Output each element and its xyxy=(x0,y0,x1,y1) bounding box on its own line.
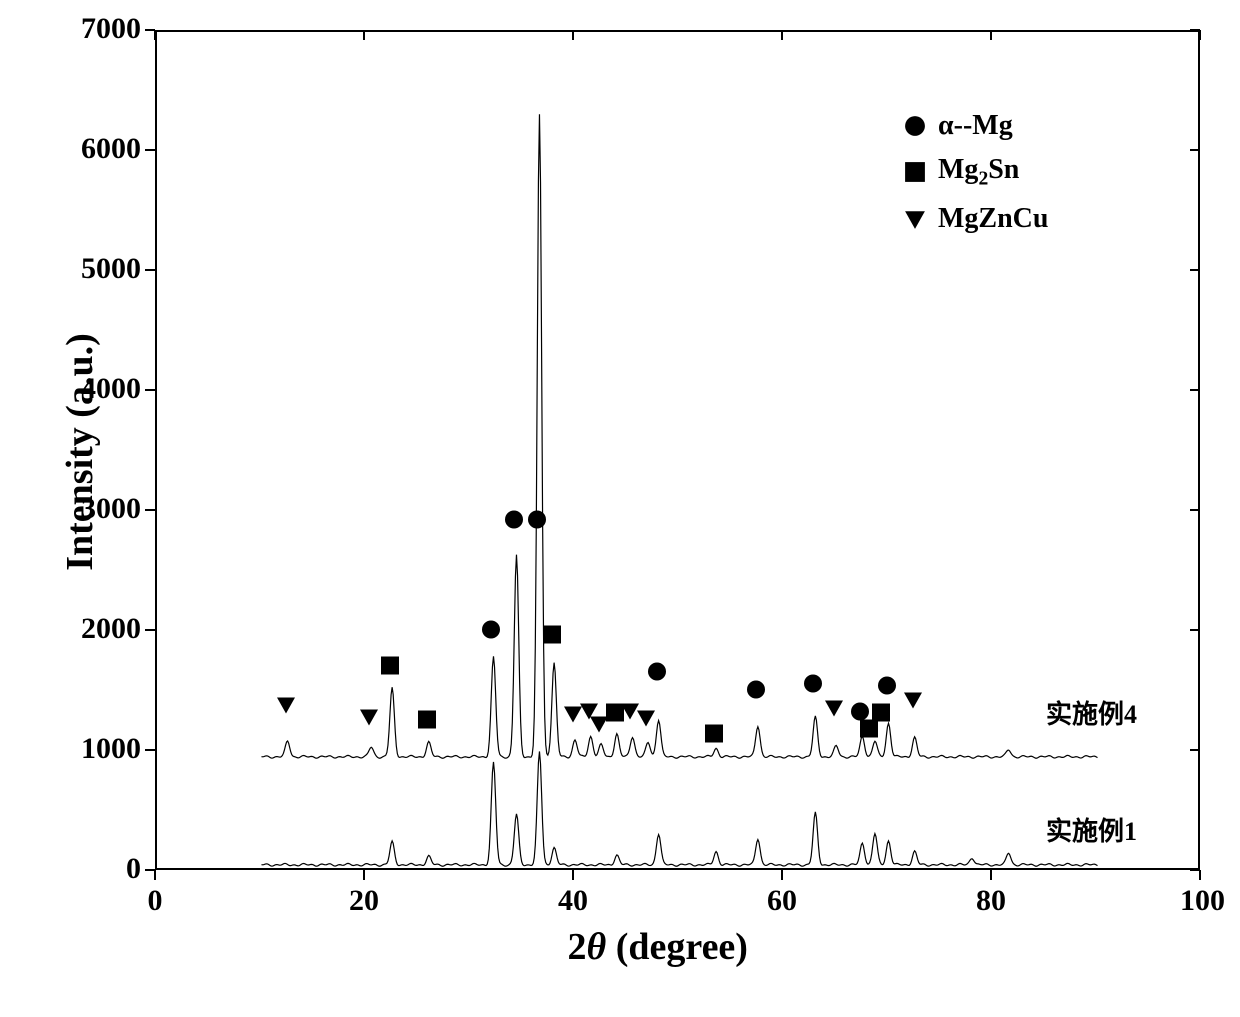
x-tick xyxy=(781,870,783,880)
triangle-icon xyxy=(900,208,930,230)
y-tick xyxy=(145,749,155,751)
y-tick-label: 7000 xyxy=(81,12,141,46)
xrd-chart: Intensity (a.u.) 2θ (degree) α--Mg Mg2Sn M… xyxy=(0,0,1240,1017)
series-label: 实施例1 xyxy=(1046,811,1137,848)
legend-item: Mg2Sn xyxy=(900,154,1048,191)
y-tick-right xyxy=(1190,29,1200,31)
x-tick xyxy=(363,870,365,880)
legend-label: α--Mg xyxy=(938,110,1013,142)
x-tick-top xyxy=(1199,30,1201,40)
square-icon xyxy=(900,161,930,183)
y-axis-label: Intensity (a.u.) xyxy=(58,302,102,602)
x-tick xyxy=(1199,870,1201,880)
circle-marker xyxy=(746,680,766,705)
circle-icon xyxy=(900,115,930,137)
circle-marker xyxy=(803,674,823,699)
y-tick-label: 2000 xyxy=(81,612,141,646)
square-marker xyxy=(704,723,724,748)
x-axis-label: 2θ (degree) xyxy=(568,925,748,969)
x-tick-label: 100 xyxy=(1180,884,1220,918)
y-tick xyxy=(145,869,155,871)
y-tick xyxy=(145,629,155,631)
triangle-marker xyxy=(359,706,379,731)
triangle-marker xyxy=(903,690,923,715)
circle-marker xyxy=(504,510,524,535)
legend: α--Mg Mg2Sn MgZnCu xyxy=(900,110,1048,247)
y-tick xyxy=(145,509,155,511)
legend-item: MgZnCu xyxy=(900,203,1048,235)
y-tick-right xyxy=(1190,149,1200,151)
x-tick-top xyxy=(990,30,992,40)
y-tick-right xyxy=(1190,749,1200,751)
y-tick-right xyxy=(1190,629,1200,631)
y-tick-label: 5000 xyxy=(81,252,141,286)
y-tick-label: 0 xyxy=(126,852,141,886)
square-marker xyxy=(417,710,437,735)
legend-label: MgZnCu xyxy=(938,203,1048,235)
y-tick-label: 1000 xyxy=(81,732,141,766)
xrd-pattern xyxy=(262,751,1098,866)
x-tick xyxy=(154,870,156,880)
x-tick-top xyxy=(363,30,365,40)
x-tick-label: 60 xyxy=(762,884,802,918)
x-tick-label: 80 xyxy=(971,884,1011,918)
x-tick xyxy=(990,870,992,880)
y-tick-right xyxy=(1190,269,1200,271)
x-tick-label: 20 xyxy=(344,884,384,918)
circle-marker xyxy=(877,675,897,700)
y-tick-label: 6000 xyxy=(81,132,141,166)
legend-label: Mg2Sn xyxy=(938,154,1019,191)
square-marker xyxy=(871,703,891,728)
triangle-marker xyxy=(276,694,296,719)
x-tick-top xyxy=(781,30,783,40)
y-tick xyxy=(145,389,155,391)
square-marker xyxy=(380,656,400,681)
x-tick xyxy=(572,870,574,880)
y-tick xyxy=(145,29,155,31)
circle-marker xyxy=(481,620,501,645)
y-tick xyxy=(145,269,155,271)
x-tick-top xyxy=(572,30,574,40)
x-tick-label: 0 xyxy=(135,884,175,918)
legend-item: α--Mg xyxy=(900,110,1048,142)
circle-marker xyxy=(527,510,547,535)
square-marker xyxy=(542,625,562,650)
y-tick-label: 4000 xyxy=(81,372,141,406)
y-tick-right xyxy=(1190,869,1200,871)
y-tick-right xyxy=(1190,389,1200,391)
y-tick-label: 3000 xyxy=(81,492,141,526)
circle-marker xyxy=(647,662,667,687)
series-label: 实施例4 xyxy=(1046,694,1137,731)
y-tick-right xyxy=(1190,509,1200,511)
x-tick-top xyxy=(154,30,156,40)
triangle-marker xyxy=(636,708,656,733)
triangle-marker xyxy=(824,698,844,723)
x-tick-label: 40 xyxy=(553,884,593,918)
y-tick xyxy=(145,149,155,151)
